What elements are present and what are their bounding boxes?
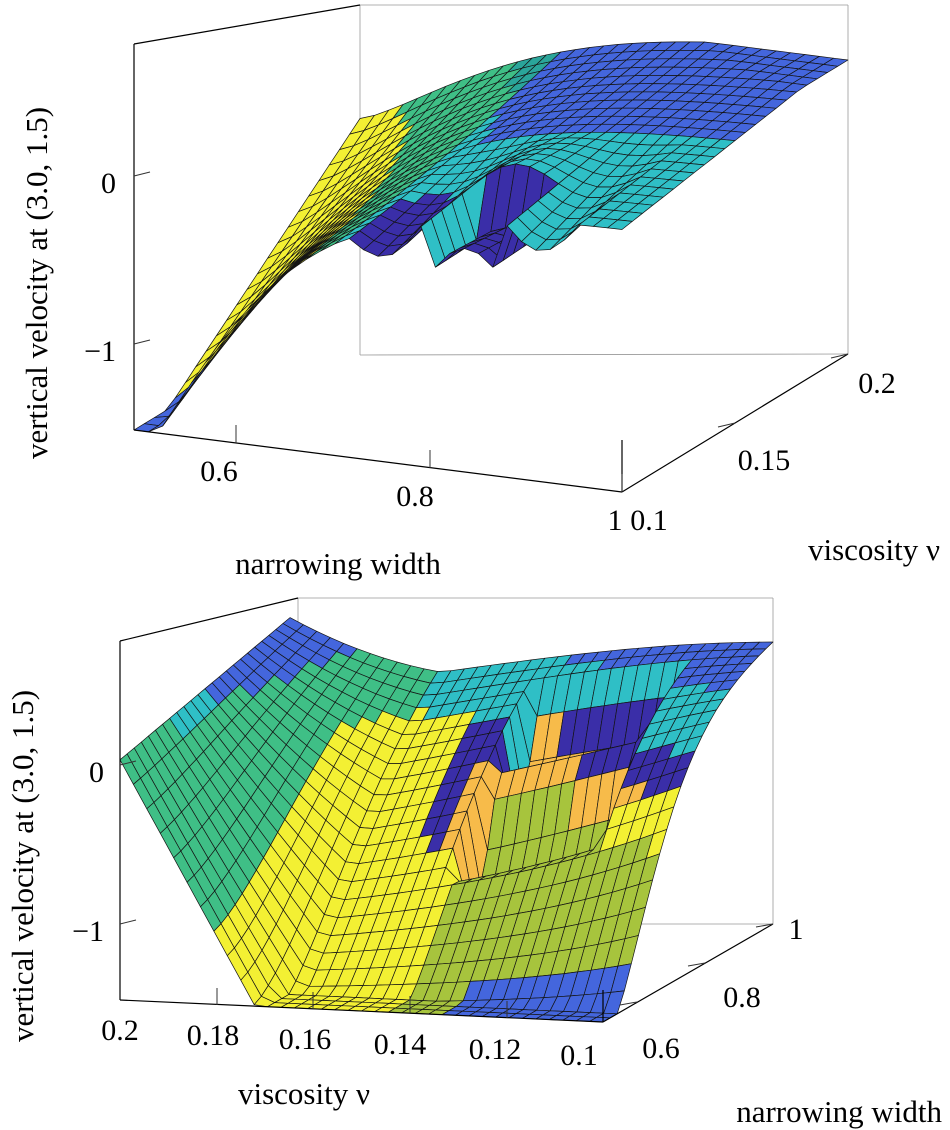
plot2-z-tick-label-0: 0: [89, 756, 104, 789]
plot2-x-axis-line: [119, 999, 604, 1023]
plot2-x-axis-label: viscosity ν: [238, 1076, 370, 1111]
plot2-z-tick-label-m1: −1: [72, 915, 104, 948]
plot2-z-tick-0: [119, 760, 137, 766]
plot2-x-tick-label-0.2: 0.2: [101, 1014, 139, 1047]
plot1-z-tick-label-0: 0: [101, 167, 116, 200]
plot1: 0.6 0.8 1 0.1 0.15 0.2 0 −1 narrowing wi…: [19, 4, 940, 581]
plot2-y-tick-1: [755, 923, 774, 928]
plot2-y-axis-line: [602, 923, 774, 1023]
plot1-x-tick-label-0.6: 0.6: [200, 455, 238, 488]
plot1-x-axis-label: narrowing width: [235, 546, 441, 581]
plot1-y-tick-0.15: [717, 422, 736, 428]
plot2-tick-labels: 0.2 0.18 0.16 0.14 0.12 0.1 0.6 0.8 1 0 …: [72, 756, 803, 1072]
plot2-y-tick-0.6: [619, 1001, 638, 1006]
plot2-z-tick-m1: [119, 919, 137, 925]
plot2-y-axis-label: narrowing width: [736, 1094, 942, 1129]
plot2-x-tick-label-0.12: 0.12: [469, 1033, 522, 1066]
plot1-y-axis-label: viscosity ν: [808, 532, 940, 567]
plot2-x-tick-label-0.14: 0.14: [374, 1028, 427, 1061]
plot1-back-edge-bottom: [359, 353, 849, 356]
plot1-back-box: [359, 4, 849, 356]
plot1-x-tick-label-1: 1: [608, 504, 623, 537]
plot2-y-tick-0.8: [687, 962, 706, 967]
plot2: 0.2 0.18 0.16 0.14 0.12 0.1 0.6 0.8 1 0 …: [5, 597, 942, 1129]
plot2-y-tick-label-1: 1: [789, 913, 804, 946]
plot1-surface: [133, 41, 849, 433]
plot2-y-tick-label-0.6: 0.6: [642, 1032, 680, 1065]
plot1-tick-labels: 0.6 0.8 1 0.1 0.15 0.2 0 −1: [84, 167, 896, 537]
plot2-axis-labels: viscosity ν narrowing width vertical vel…: [5, 690, 942, 1129]
plot2-z-axis-label: vertical velocity at (3.0, 1.5): [5, 690, 40, 1042]
plot2-y-tick-label-0.8: 0.8: [723, 981, 761, 1014]
plot2-surface: [119, 617, 774, 1023]
plot1-z-tick-m1: [133, 339, 151, 345]
plot1-y-tick-label-0.2: 0.2: [858, 367, 896, 400]
plot1-x-tick-label-0.8: 0.8: [396, 480, 434, 513]
plot1-cell: [607, 219, 633, 230]
plot2-x-tick-label-0.18: 0.18: [187, 1019, 240, 1052]
plot2-axes: [119, 597, 774, 1023]
plot1-top-edge-front: [133, 4, 361, 45]
plot1-cell: [154, 401, 180, 418]
plot1-axis-labels: narrowing width viscosity ν vertical vel…: [19, 107, 940, 581]
plot2-x-tick-label-0.16: 0.16: [279, 1023, 332, 1056]
plot1-x-axis-line: [133, 429, 623, 493]
plot1-z-axis-label: vertical velocity at (3.0, 1.5): [19, 107, 54, 459]
plot1-cell: [174, 371, 201, 399]
plot2-x-tick-label-0.1: 0.1: [560, 1039, 598, 1072]
plot1-z-tick-0: [133, 171, 151, 177]
plot1-y-tick-label-0.15: 0.15: [738, 444, 791, 477]
plot1-y-tick-label-0.1: 0.1: [630, 504, 668, 537]
plot1-axes: [133, 4, 849, 493]
plot1-cell: [164, 386, 190, 412]
plot1-z-tick-label-m1: −1: [84, 335, 116, 368]
plot1-y-tick-0.2: [830, 353, 849, 359]
plot2-top-edge-front: [119, 597, 299, 642]
